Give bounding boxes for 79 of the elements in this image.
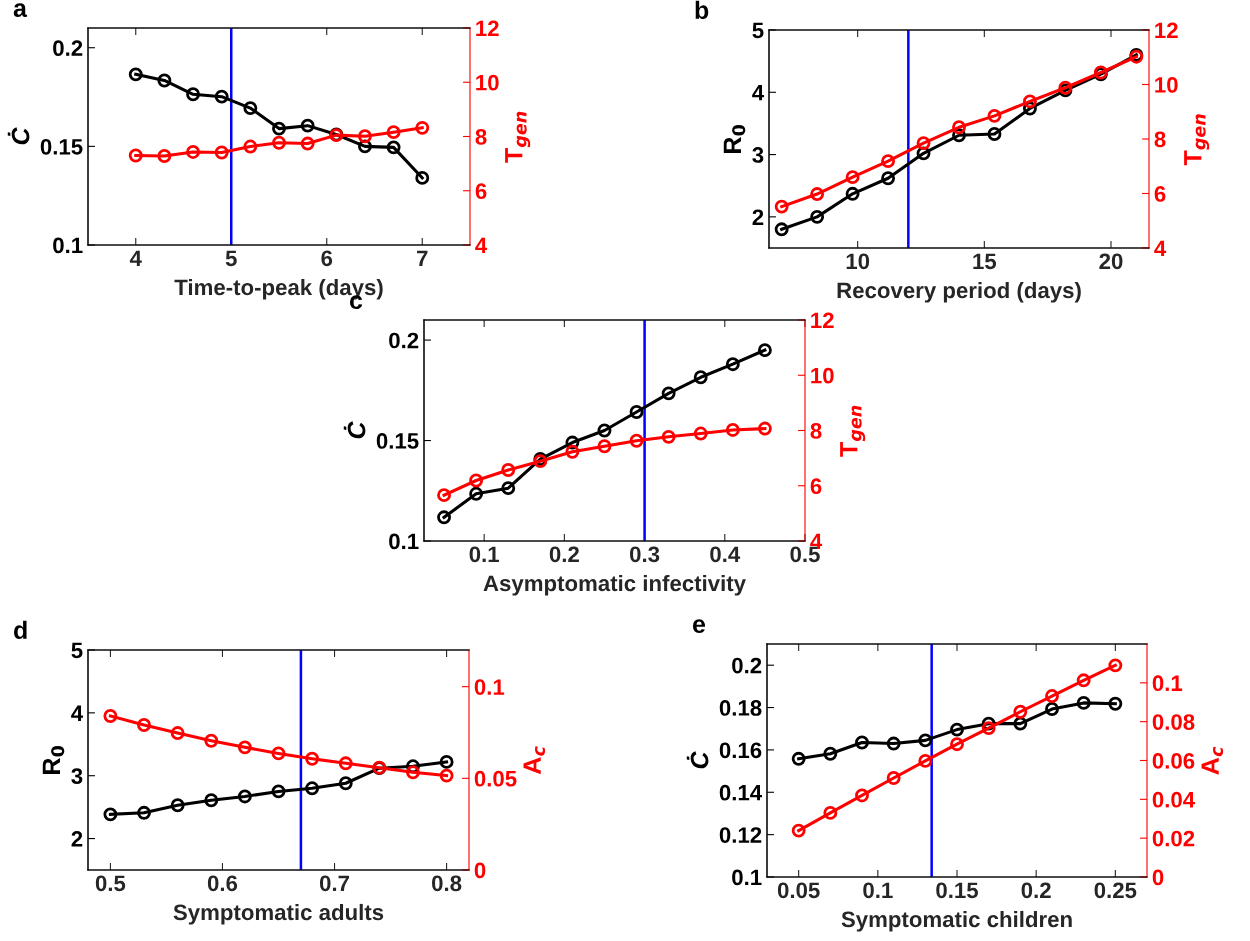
y2-axis-title: T$_{gen}$ [1184, 114, 1210, 166]
y-axis-title: Ċ [343, 421, 366, 439]
y2-tick-label: 4 [475, 237, 488, 254]
y2-tick-label: 0.06 [1152, 753, 1195, 769]
y-tick-label: 0.14 [719, 784, 763, 801]
y2-axis-title: A$_{c}$ [1201, 746, 1224, 775]
y2-axis-title: T$_{gen}$ [505, 111, 531, 163]
y-tick-label: 3 [752, 147, 764, 163]
y-tick-label: 5 [752, 22, 764, 39]
x-tick-label: 0.8 [432, 875, 462, 892]
y-axis-title: Ċ [686, 751, 709, 769]
x-axis-title: Recovery period (days) [837, 281, 1081, 303]
y-tick-label: 0.2 [389, 332, 419, 349]
y2-tick-label: 10 [476, 74, 499, 91]
y-axis-title: R$_{0}$ [42, 745, 65, 774]
y-tick-label: 0.2 [53, 40, 83, 56]
chart-title: a [13, 3, 28, 18]
y-tick-label: 0.12 [719, 827, 762, 843]
x-tick-label: 0.05 [777, 882, 820, 899]
y2-tick-label: 0.1 [474, 679, 505, 695]
y-tick-label: 0.15 [376, 433, 419, 449]
y2-tick-label: 10 [811, 367, 834, 384]
y-tick-label: 0.1 [389, 533, 419, 550]
y2-tick-label: 0.05 [474, 770, 517, 787]
y-tick-label: 3 [71, 768, 83, 785]
y-tick-label: 0.1 [53, 237, 83, 254]
y2-tick-label: 6 [475, 183, 487, 200]
x-tick-label: 0.25 [1094, 882, 1137, 899]
y2-tick-label: 0.04 [1152, 791, 1195, 808]
y-tick-label: 5 [71, 642, 83, 659]
y-tick-label: 4 [752, 85, 765, 101]
chart-title: d [14, 620, 27, 640]
x-tick-label: 5 [225, 250, 237, 267]
y2-axis-title: T$_{gen}$ [840, 405, 866, 457]
x-axis-title: Symptomatic adults [173, 903, 384, 925]
x-tick-label: 0.2 [1021, 882, 1051, 899]
x-tick-label: 0.4 [710, 546, 741, 563]
x-tick-label: 6 [321, 250, 333, 267]
y2-tick-label: 0.02 [1152, 830, 1195, 847]
y2-tick-label: 10 [1155, 77, 1178, 93]
x-tick-label: 10 [846, 253, 870, 270]
x-tick-label: 0.5 [95, 875, 126, 892]
y-tick-label: 0.16 [719, 742, 762, 759]
x-tick-label: 0.7 [319, 875, 349, 892]
y2-tick-label: 6 [1154, 186, 1166, 202]
y-tick-label: 0.15 [40, 138, 83, 155]
y2-tick-label: 12 [1155, 22, 1178, 39]
x-tick-label: 7 [417, 250, 428, 266]
x-tick-label: 15 [973, 253, 997, 270]
x-axis-title: Symptomatic children [841, 910, 1072, 932]
x-tick-label: 0.2 [549, 546, 579, 563]
chart-title: e [692, 619, 706, 634]
y2-tick-label: 6 [810, 478, 822, 495]
x-tick-label: 0.3 [630, 546, 660, 563]
y2-tick-label: 8 [1154, 131, 1166, 148]
y2-tick-label: 0.08 [1152, 714, 1195, 730]
y2-axis-title: A$_{c}$ [523, 746, 546, 775]
y2-tick-label: 12 [476, 20, 499, 37]
y-tick-label: 4 [71, 705, 84, 721]
x-tick-label: 0.1 [863, 882, 893, 899]
y-tick-label: 0.18 [719, 700, 762, 716]
y2-tick-label: 8 [810, 423, 822, 439]
x-tick-label: 0.6 [207, 875, 238, 892]
x-axis-title: Asymptomatic infectivity [483, 574, 746, 596]
y-tick-label: 2 [752, 209, 764, 225]
x-tick-label: 0.15 [936, 882, 979, 899]
y2-tick-label: 8 [475, 129, 487, 145]
y-axis-title: R$_{0}$ [723, 124, 746, 153]
y2-tick-label: 0 [474, 862, 486, 879]
x-tick-label: 0.1 [469, 546, 499, 563]
chart-title: b [695, 0, 709, 20]
y-tick-label: 2 [71, 831, 83, 847]
y-axis-title: Ċ [7, 127, 30, 145]
y2-tick-label: 12 [811, 312, 834, 329]
y-tick-label: 0.2 [732, 657, 762, 674]
x-tick-label: 4 [129, 250, 142, 266]
y2-tick-label: 0.1 [1152, 675, 1183, 692]
y2-tick-label: 0 [1152, 869, 1164, 886]
x-tick-label: 20 [1099, 253, 1123, 270]
